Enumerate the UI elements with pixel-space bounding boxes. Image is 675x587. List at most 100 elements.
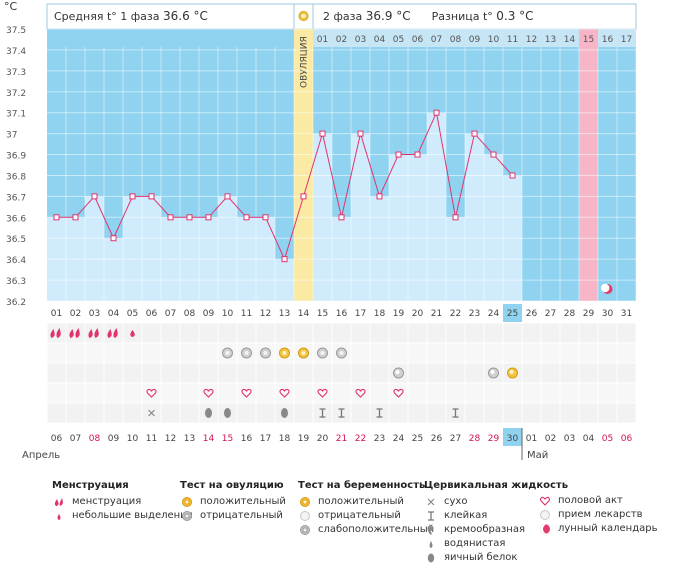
row-cell [522,343,541,363]
ovulation-test-positive-core [301,351,306,355]
pregnancy-weak-icon [300,525,310,535]
phase2-day-label: 11 [507,35,518,45]
temperature-point [471,130,478,137]
cycle-day-label: 02 [70,309,81,319]
legend-item: небольшие выделения [52,509,193,523]
phase2-day-label: 08 [450,35,462,45]
bbt-chart: 01 02 03 04 05 06 07 08 09 10 11 12 13 14 15 16 17 ОВУЛЯЦ… [6,3,637,461]
y-tick-label: 37 [6,131,17,141]
y-tick-label: 36.2 [6,298,26,308]
row-cell [370,363,389,383]
row-cell [541,363,560,383]
legend-pregnancy-test: Тест на беременность положительный отриц… [298,480,434,537]
heart-icon [203,388,214,398]
temperature-point [395,151,402,158]
calendar-date-label: 22 [355,434,366,444]
legend-item: прием лекарств [538,508,658,522]
row-cell [275,363,294,383]
y-tick-label: 36.9 [6,152,26,162]
menstruation-heavy-icon [69,328,80,338]
row-cell [161,403,180,423]
header-band [46,3,637,30]
heart-icon [355,388,366,398]
calendar-date-label: 03 [564,434,575,444]
row-cell [275,383,294,403]
temperature-bar [370,196,389,301]
ovulation-test-negative-core [263,351,268,355]
ovulation-label: ОВУЛЯЦИЯ [300,36,310,88]
phase2-day-strip [313,29,636,47]
row-cell [579,383,598,403]
cycle-day-label: 08 [184,309,196,319]
row-cell [85,383,104,403]
row-cell [617,383,636,403]
row-cell [104,343,123,363]
phase2-day-label: 05 [393,35,404,45]
legend-title: Менструация [52,480,129,491]
phase2-day-label: 01 [317,35,328,45]
phase2-day-label: 16 [602,35,614,45]
ovulation-test-negative-core [339,351,344,355]
row-cell [47,383,66,403]
legend-title: Тест на беременность [298,480,426,491]
temperature-bar [427,112,446,301]
row-cell [123,403,142,423]
legend-item: положительный [180,495,286,509]
calendar-date-label: 26 [431,434,443,444]
row-cell [408,363,427,383]
row-cell [598,363,617,383]
row-cell [332,323,351,343]
row-cell [579,323,598,343]
row-cell [351,363,370,383]
temperature-point [433,109,440,116]
calendar-date-label: 15 [222,434,233,444]
cycle-day-label: 20 [412,309,424,319]
row-cell [617,343,636,363]
calendar-date-label: 17 [260,434,271,444]
diff-label: Разница t° [431,10,493,23]
legend-item: положительный [298,495,434,509]
row-cell [560,323,579,343]
calendar-date-label: 16 [241,434,253,444]
row-cell [560,363,579,383]
calendar-date-label: 12 [165,434,176,444]
calendar-date-label: 19 [298,434,310,444]
row-cell [598,403,617,423]
grid-lines [47,28,637,302]
phase2-day-label: 02 [336,35,347,45]
cycle-day-label: 14 [298,309,310,319]
row-cell [484,403,503,423]
temperature-bar [484,154,503,301]
calendar-today-marker [503,428,522,446]
row-cell [389,343,408,363]
menstruation-heavy-icon [107,328,118,338]
cycle-day-label: 07 [165,309,176,319]
test-positive-icon [182,497,192,507]
row-cell [465,383,484,403]
legend-item: сухо [424,495,568,509]
cycle-day-label: 21 [431,309,442,319]
y-tick-label: 37.2 [6,89,26,99]
row-cell [180,363,199,383]
cycle-day-label: 19 [393,309,405,319]
y-tick-label: 37.4 [6,47,26,57]
cycle-day-label: 26 [526,309,538,319]
cycle-day-label: 17 [355,309,366,319]
y-unit-label: °C [4,0,18,13]
temperature-point [319,130,326,137]
row-cell [256,383,275,403]
row-cell [541,383,560,403]
row-cell [408,403,427,423]
row-cell [598,383,617,403]
ovulation-sun-core [301,14,306,18]
temperature-point [300,193,307,200]
row-cell [85,343,104,363]
temperature-bar [123,196,142,301]
calendar-date-label: 08 [89,434,101,444]
calendar-date-label: 29 [488,434,500,444]
row-cell [503,403,522,423]
legend-item: лунный календарь [538,522,658,536]
phase2-value: 36.9 °C [365,9,411,23]
temperature-point [205,214,212,221]
y-tick-label: 36.3 [6,277,26,287]
